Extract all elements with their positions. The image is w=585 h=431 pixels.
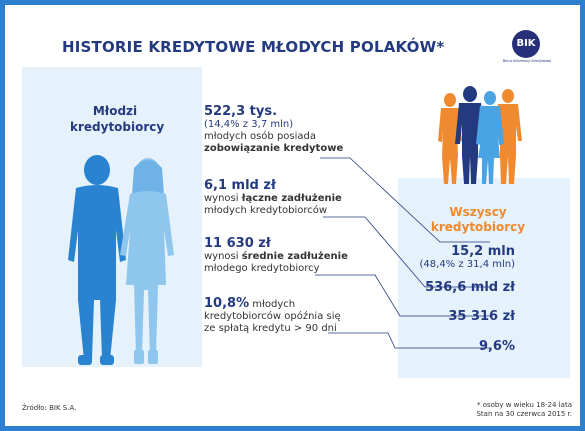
- stat-1-young-value: 522,3 tys.: [204, 104, 278, 119]
- background-band-right: [398, 178, 570, 378]
- connector-line-4: [328, 332, 490, 349]
- stat-4-all-value: 9,6%: [478, 339, 515, 354]
- stat-3-young-value: 11 630 zł: [204, 236, 271, 251]
- source-note: Źródło: BIK S.A.: [22, 404, 77, 412]
- woman-left-figure-icon: [438, 93, 462, 184]
- stat-1-all: 15,2 mln (48,4% z 31,4 mln): [400, 244, 515, 271]
- young-people-illustration: [68, 155, 174, 365]
- woman-center-figure-icon: [476, 91, 504, 184]
- all-borrowers-illustration: [438, 86, 522, 184]
- boy-figure-icon: [68, 155, 126, 365]
- stat-3-all-value: 35 316 zł: [448, 309, 515, 324]
- girl-figure-icon: [120, 158, 174, 364]
- stat-1-all-value: 15,2 mln: [451, 244, 515, 259]
- connector-line-3: [315, 274, 490, 317]
- bik-logo-subtitle: Biuro Informacji Kredytowej: [502, 59, 552, 63]
- stat-3-young: 11 630 zł wynosi średnie zadłużenie młod…: [204, 236, 348, 274]
- stat-1-young: 522,3 tys. (14,4% z 3,7 mln) młodych osó…: [204, 104, 344, 154]
- stat-2-young: 6,1 mld zł wynosi łączne zadłużenie młod…: [204, 178, 342, 216]
- man-center-figure-icon: [455, 86, 485, 184]
- connector-line-1: [320, 157, 490, 243]
- stat-2-young-value: 6,1 mld zł: [204, 178, 276, 193]
- footnote: * osoby w wieku 18-24 lata Stan na 30 cz…: [476, 401, 572, 418]
- stat-4-young: 10,8% młodych kredytobiorców opóźnia się…: [204, 296, 341, 334]
- page-title: HISTORIE KREDYTOWE MŁODYCH POLAKÓW*: [62, 38, 445, 56]
- stat-4-young-value: 10,8%: [204, 296, 250, 311]
- young-borrowers-label: Młodzi kredytobiorcy: [70, 104, 165, 134]
- connector-line-2: [323, 216, 490, 288]
- stat-2-all-value: 536,6 mld zł: [425, 280, 515, 295]
- all-borrowers-label: Wszyscy kredytobiorcy: [430, 205, 526, 234]
- bik-logo: BIK: [512, 30, 540, 58]
